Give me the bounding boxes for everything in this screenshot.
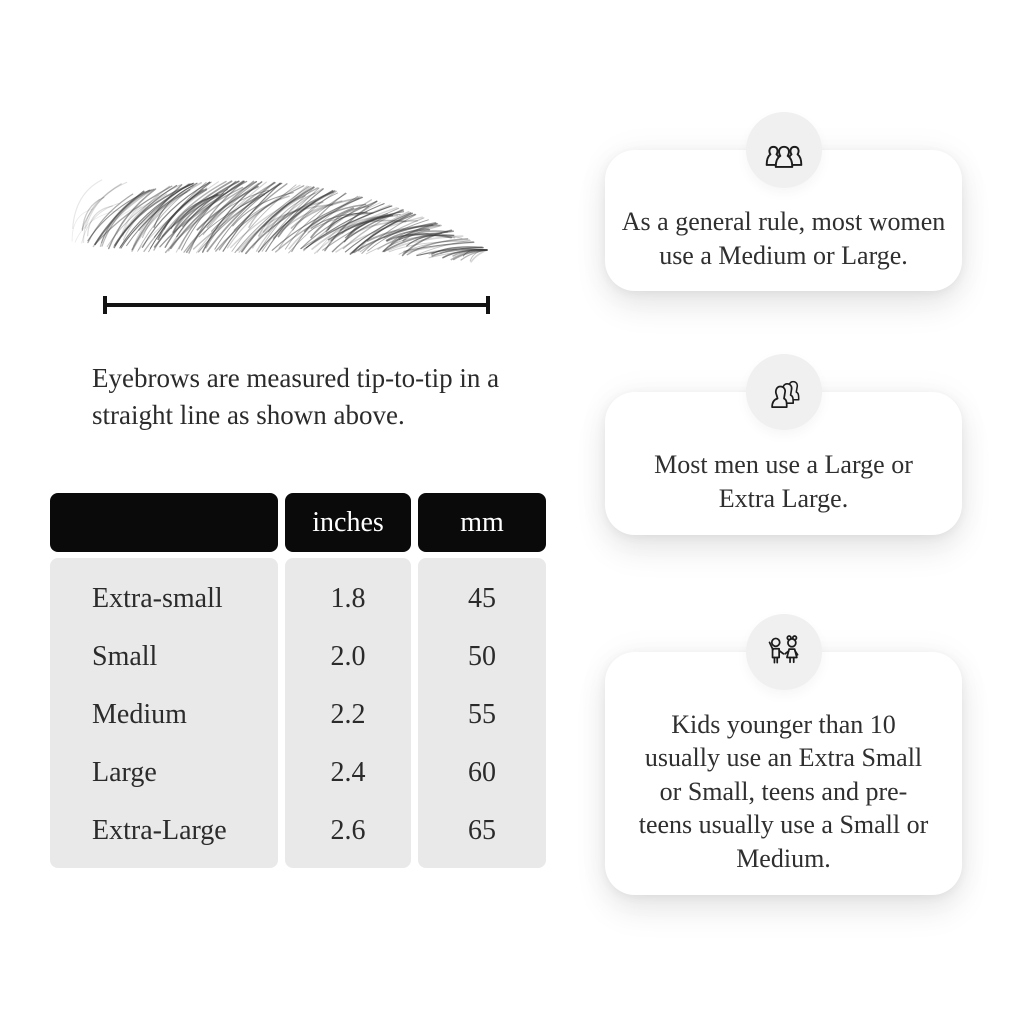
size-row-inches: 1.8 bbox=[330, 583, 366, 614]
size-row-mm: 55 bbox=[468, 699, 496, 730]
size-row-mm: 45 bbox=[468, 583, 496, 614]
card-text: Most men use a Large or Extra Large. bbox=[654, 450, 913, 513]
size-row-inches: 2.4 bbox=[330, 757, 366, 788]
size-row-label: Small bbox=[92, 641, 158, 672]
size-row-mm: 60 bbox=[468, 757, 496, 788]
size-table-mm-body: 45 50 55 60 65 bbox=[418, 558, 546, 868]
eyebrow-illustration bbox=[55, 148, 515, 283]
card-text: As a general rule, most women use a Medi… bbox=[621, 207, 946, 270]
icon-badge bbox=[745, 112, 822, 188]
size-row-inches: 2.2 bbox=[330, 699, 366, 730]
size-table-header-inches: inches bbox=[285, 493, 411, 552]
size-row-label: Extra-Large bbox=[92, 815, 227, 846]
children-icon bbox=[768, 635, 798, 664]
info-card-kids: Kids younger than 10 usually use an Extr… bbox=[605, 614, 962, 895]
size-table-header-mm: mm bbox=[418, 493, 546, 552]
size-table-label-column: Extra-small Small Medium Large Extra-Lar… bbox=[50, 493, 278, 868]
men-group-icon bbox=[770, 380, 799, 408]
size-table-mm-column: mm 45 50 55 60 65 bbox=[418, 493, 546, 868]
size-table-header-label bbox=[50, 493, 278, 552]
size-table-label-body: Extra-small Small Medium Large Extra-Lar… bbox=[50, 558, 278, 868]
size-row-inches: 2.0 bbox=[330, 641, 366, 672]
icon-badge bbox=[745, 354, 822, 430]
size-table-inches-body: 1.8 2.0 2.2 2.4 2.6 bbox=[285, 558, 411, 868]
size-table-inches-column: inches 1.8 2.0 2.2 2.4 2.6 bbox=[285, 493, 411, 868]
card-text: Kids younger than 10 usually use an Extr… bbox=[638, 709, 929, 873]
size-row-label: Extra-small bbox=[92, 583, 223, 614]
size-row-label: Large bbox=[92, 757, 157, 788]
measurement-caption: Eyebrows are measured tip-to-tip in a st… bbox=[92, 363, 500, 430]
measurement-line bbox=[103, 296, 490, 314]
info-card-women: As a general rule, most women use a Medi… bbox=[605, 112, 962, 291]
women-group-icon bbox=[765, 145, 802, 168]
size-row-inches: 2.6 bbox=[330, 815, 366, 846]
size-table: Extra-small Small Medium Large Extra-Lar… bbox=[50, 493, 546, 868]
eyebrow-sketch-svg bbox=[71, 179, 488, 263]
measurement-bar bbox=[103, 303, 490, 307]
info-card-men: Most men use a Large or Extra Large. bbox=[605, 354, 962, 535]
measurement-tick-right bbox=[486, 296, 490, 314]
size-row-label: Medium bbox=[92, 699, 187, 730]
size-row-mm: 50 bbox=[468, 641, 496, 672]
icon-badge bbox=[745, 614, 822, 690]
size-row-mm: 65 bbox=[468, 815, 496, 846]
